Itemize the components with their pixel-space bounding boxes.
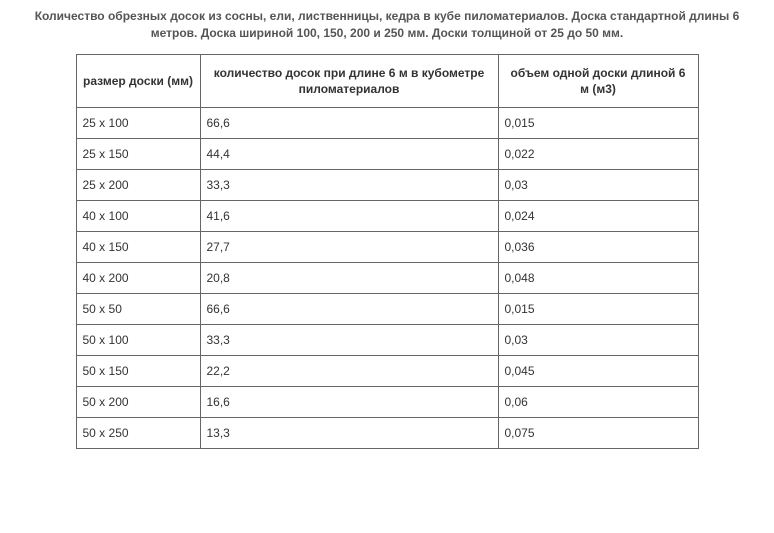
table-cell: 0,022 xyxy=(498,138,698,169)
table-cell: 22,2 xyxy=(200,355,498,386)
table-cell: 50 х 250 xyxy=(76,417,200,448)
table-cell: 44,4 xyxy=(200,138,498,169)
table-header-row: размер доски (мм) количество досок при д… xyxy=(76,54,698,107)
table-cell: 0,03 xyxy=(498,324,698,355)
table-row: 40 х 10041,60,024 xyxy=(76,200,698,231)
table-cell: 50 х 50 xyxy=(76,293,200,324)
table-cell: 40 х 100 xyxy=(76,200,200,231)
table-cell: 25 х 100 xyxy=(76,107,200,138)
table-cell: 0,03 xyxy=(498,169,698,200)
table-cell: 50 х 150 xyxy=(76,355,200,386)
table-cell: 16,6 xyxy=(200,386,498,417)
table-cell: 0,045 xyxy=(498,355,698,386)
table-cell: 41,6 xyxy=(200,200,498,231)
table-cell: 25 х 200 xyxy=(76,169,200,200)
table-row: 50 х 5066,60,015 xyxy=(76,293,698,324)
table-row: 40 х 20020,80,048 xyxy=(76,262,698,293)
table-cell: 0,015 xyxy=(498,107,698,138)
table-cell: 33,3 xyxy=(200,324,498,355)
table-cell: 25 х 150 xyxy=(76,138,200,169)
col-header-volume: объем одной доски длиной 6 м (м3) xyxy=(498,54,698,107)
table-cell: 66,6 xyxy=(200,293,498,324)
table-cell: 13,3 xyxy=(200,417,498,448)
table-cell: 0,024 xyxy=(498,200,698,231)
table-cell: 27,7 xyxy=(200,231,498,262)
table-cell: 33,3 xyxy=(200,169,498,200)
table-cell: 50 х 100 xyxy=(76,324,200,355)
table-row: 50 х 15022,20,045 xyxy=(76,355,698,386)
table-body: 25 х 10066,60,01525 х 15044,40,02225 х 2… xyxy=(76,107,698,448)
table-row: 50 х 10033,30,03 xyxy=(76,324,698,355)
col-header-count: количество досок при длине 6 м в кубомет… xyxy=(200,54,498,107)
table-cell: 0,036 xyxy=(498,231,698,262)
table-row: 40 х 15027,70,036 xyxy=(76,231,698,262)
table-cell: 40 х 200 xyxy=(76,262,200,293)
table-cell: 40 х 150 xyxy=(76,231,200,262)
table-caption: Количество обрезных досок из сосны, ели,… xyxy=(0,8,774,54)
table-row: 50 х 20016,60,06 xyxy=(76,386,698,417)
col-header-size: размер доски (мм) xyxy=(76,54,200,107)
table-row: 25 х 10066,60,015 xyxy=(76,107,698,138)
table-cell: 0,075 xyxy=(498,417,698,448)
table-row: 25 х 20033,30,03 xyxy=(76,169,698,200)
table-cell: 0,048 xyxy=(498,262,698,293)
lumber-table: размер доски (мм) количество досок при д… xyxy=(76,54,699,449)
table-cell: 66,6 xyxy=(200,107,498,138)
table-cell: 50 х 200 xyxy=(76,386,200,417)
table-cell: 20,8 xyxy=(200,262,498,293)
table-cell: 0,015 xyxy=(498,293,698,324)
table-row: 25 х 15044,40,022 xyxy=(76,138,698,169)
table-row: 50 х 25013,30,075 xyxy=(76,417,698,448)
table-cell: 0,06 xyxy=(498,386,698,417)
